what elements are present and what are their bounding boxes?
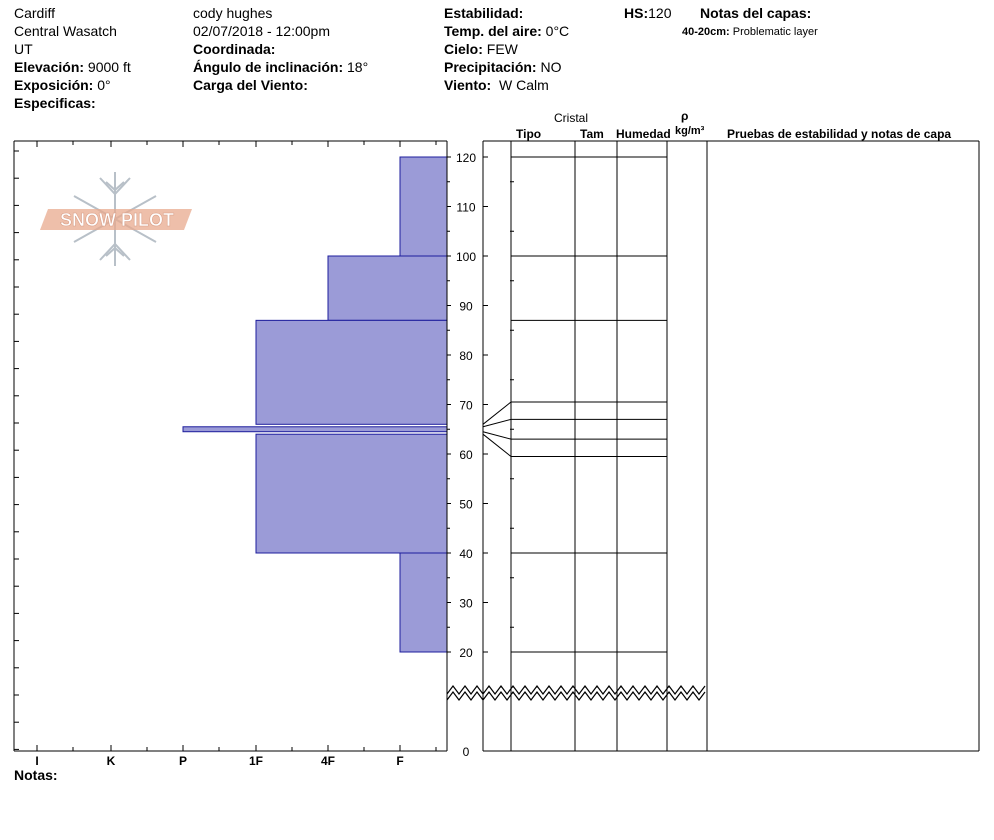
- precip-label: Precipitación:: [444, 59, 537, 75]
- aspect-row: Exposición: 0°: [14, 77, 111, 93]
- specifics-label: Especificas:: [14, 95, 96, 111]
- depth-tick-label: 50: [459, 498, 473, 512]
- range-name: Central Wasatch: [14, 23, 117, 39]
- hardness-bar: [399, 552, 448, 653]
- sky-label: Cielo:: [444, 41, 483, 57]
- moisture-header: Humedad: [616, 127, 671, 141]
- layer-note-range: 40-20cm:: [682, 26, 730, 38]
- wind-load-label: Carga del Viento:: [193, 77, 308, 93]
- layer-connector: [482, 431, 667, 440]
- location-name: Cardiff: [14, 5, 55, 21]
- precip-value: NO: [540, 59, 562, 75]
- crystal-columns: [446, 140, 980, 752]
- hardness-bar: [255, 433, 448, 554]
- depth-tick-label: 30: [459, 597, 473, 611]
- hs-value: 120: [648, 5, 672, 21]
- air-temp-label: Temp. del aire:: [444, 23, 542, 39]
- hardness-labels: I K P 1F 4F F: [35, 754, 403, 768]
- layer-connector: [482, 418, 667, 428]
- depth-tick-label: 40: [459, 547, 473, 561]
- depth-tick-label: 0: [463, 745, 470, 759]
- slope-value: 18°: [347, 59, 369, 75]
- layer-note-text: Problematic layer: [732, 26, 818, 38]
- depth-tick-label: 60: [459, 448, 473, 462]
- axis-break-mark: [446, 685, 484, 695]
- density-unit-header: kg/m³: [675, 125, 705, 137]
- crystal-header: Cristal: [554, 111, 589, 125]
- layer-connector: [482, 401, 667, 425]
- logo-banner: [40, 209, 192, 230]
- hardness-bar: [399, 156, 448, 257]
- hardness-label: K: [107, 754, 116, 768]
- wind-row: Viento: W Calm: [444, 77, 549, 93]
- air-temp-value: 0°C: [545, 23, 570, 39]
- hardness-grid: [13, 140, 447, 752]
- air-temp-row: Temp. del aire: 0°C: [444, 23, 569, 39]
- axis-break-mark: [482, 685, 706, 695]
- hardness-bar: [182, 426, 448, 433]
- depth-tick-label: 110: [456, 201, 475, 215]
- layer-connector: [482, 433, 667, 457]
- stability-label: Estabilidad:: [444, 5, 524, 21]
- logo-text: SNOW PILOT: [60, 210, 174, 230]
- hardness-bar: [327, 255, 448, 321]
- wind-value: W Calm: [498, 77, 549, 93]
- aspect-value: 0°: [97, 77, 111, 93]
- slope-row: Ángulo de inclinación: 18°: [193, 59, 368, 75]
- axis-break-mark: [482, 691, 706, 701]
- rho-header: ρ: [681, 109, 689, 123]
- depth-tick-label: 90: [459, 300, 473, 314]
- hardness-bars: [182, 156, 448, 653]
- hardness-label: 4F: [321, 754, 335, 768]
- hardness-label: F: [396, 754, 403, 768]
- type-header: Tipo: [516, 127, 542, 141]
- hardness-label: I: [35, 754, 38, 768]
- depth-tick-label: 70: [459, 399, 473, 413]
- size-header: Tam: [580, 127, 604, 141]
- layer-note: 40-20cm: Problematic layer: [682, 24, 818, 40]
- hs-label: HS:: [624, 5, 649, 21]
- hardness-label: 1F: [249, 754, 263, 768]
- precip-row: Precipitación: NO: [444, 59, 561, 75]
- hardness-bar: [255, 319, 448, 425]
- wind-label: Viento:: [444, 77, 492, 93]
- hs-row: HS:120: [624, 5, 671, 21]
- observation-datetime: 02/07/2018 - 12:00pm: [193, 23, 330, 39]
- layer-notes-label: Notas del capas:: [700, 5, 812, 21]
- state-name: UT: [14, 41, 33, 57]
- axis-break-mark: [446, 691, 484, 701]
- depth-tick-label: 120: [456, 151, 476, 165]
- depth-tick-label: 20: [459, 646, 473, 660]
- notes-label: Notas:: [14, 767, 58, 783]
- elevation-row: Elevación: 9000 ft: [14, 59, 131, 75]
- tests-header: Pruebas de estabilidad y notas de capa: [727, 127, 952, 141]
- coordinate-label: Coordinada:: [193, 41, 276, 57]
- hardness-label: P: [179, 754, 187, 768]
- observer-name: cody hughes: [193, 5, 273, 21]
- aspect-label: Exposición:: [14, 77, 94, 93]
- depth-axis: 0 20 30 40 50 60 70 80 90 100 110 120: [446, 141, 514, 759]
- elevation-value: 9000 ft: [87, 59, 131, 75]
- depth-tick-label: 100: [456, 250, 476, 264]
- snowpilot-logo: SNOW PILOT: [40, 172, 192, 266]
- depth-tick-label: 80: [459, 349, 473, 363]
- slope-label: Ángulo de inclinación:: [193, 59, 344, 75]
- elevation-label: Elevación:: [14, 59, 85, 75]
- sky-value: FEW: [486, 41, 518, 57]
- sky-row: Cielo: FEW: [444, 41, 518, 57]
